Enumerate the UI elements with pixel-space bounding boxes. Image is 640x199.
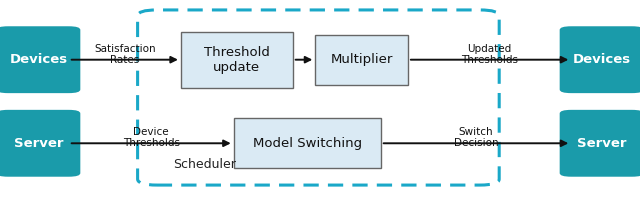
Text: Devices: Devices (10, 53, 67, 66)
Text: Thresholds: Thresholds (123, 138, 180, 148)
Text: Updated: Updated (467, 44, 512, 54)
Text: Scheduler: Scheduler (173, 158, 236, 171)
FancyBboxPatch shape (559, 110, 640, 177)
Bar (315, 35, 408, 85)
Text: Switch: Switch (459, 127, 493, 137)
FancyBboxPatch shape (0, 110, 81, 177)
Text: Server: Server (13, 137, 63, 150)
Bar (234, 118, 381, 168)
Text: Rates: Rates (110, 55, 140, 65)
Text: Threshold
update: Threshold update (204, 46, 269, 74)
Text: Device: Device (133, 127, 169, 137)
Text: Devices: Devices (573, 53, 630, 66)
Text: Satisfaction: Satisfaction (94, 44, 156, 54)
FancyBboxPatch shape (559, 26, 640, 93)
Text: Thresholds: Thresholds (461, 55, 518, 65)
FancyBboxPatch shape (0, 26, 81, 93)
Text: Decision: Decision (454, 138, 499, 148)
Text: Multiplier: Multiplier (330, 53, 393, 66)
Bar (180, 32, 292, 88)
Text: Server: Server (577, 137, 627, 150)
Text: Model Switching: Model Switching (253, 137, 362, 150)
